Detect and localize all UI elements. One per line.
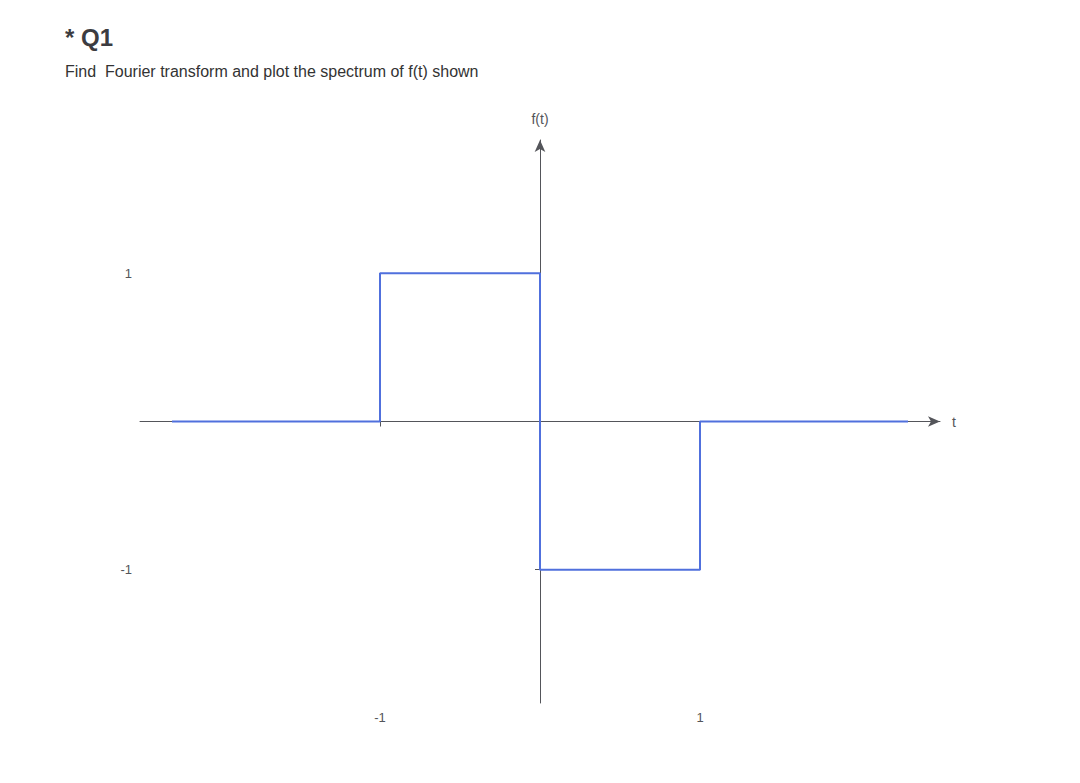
svg-text:-1: -1	[120, 562, 132, 577]
svg-text:f(t): f(t)	[531, 111, 548, 127]
svg-text:-1: -1	[374, 710, 386, 725]
svg-text:Find Fourier transform and pl: Find Fourier transform and plot the spec…	[65, 63, 479, 80]
svg-text:t: t	[952, 414, 956, 430]
svg-text:1: 1	[696, 710, 703, 725]
svg-text:* Q1: * Q1	[65, 24, 113, 51]
svg-text:1: 1	[125, 266, 132, 281]
